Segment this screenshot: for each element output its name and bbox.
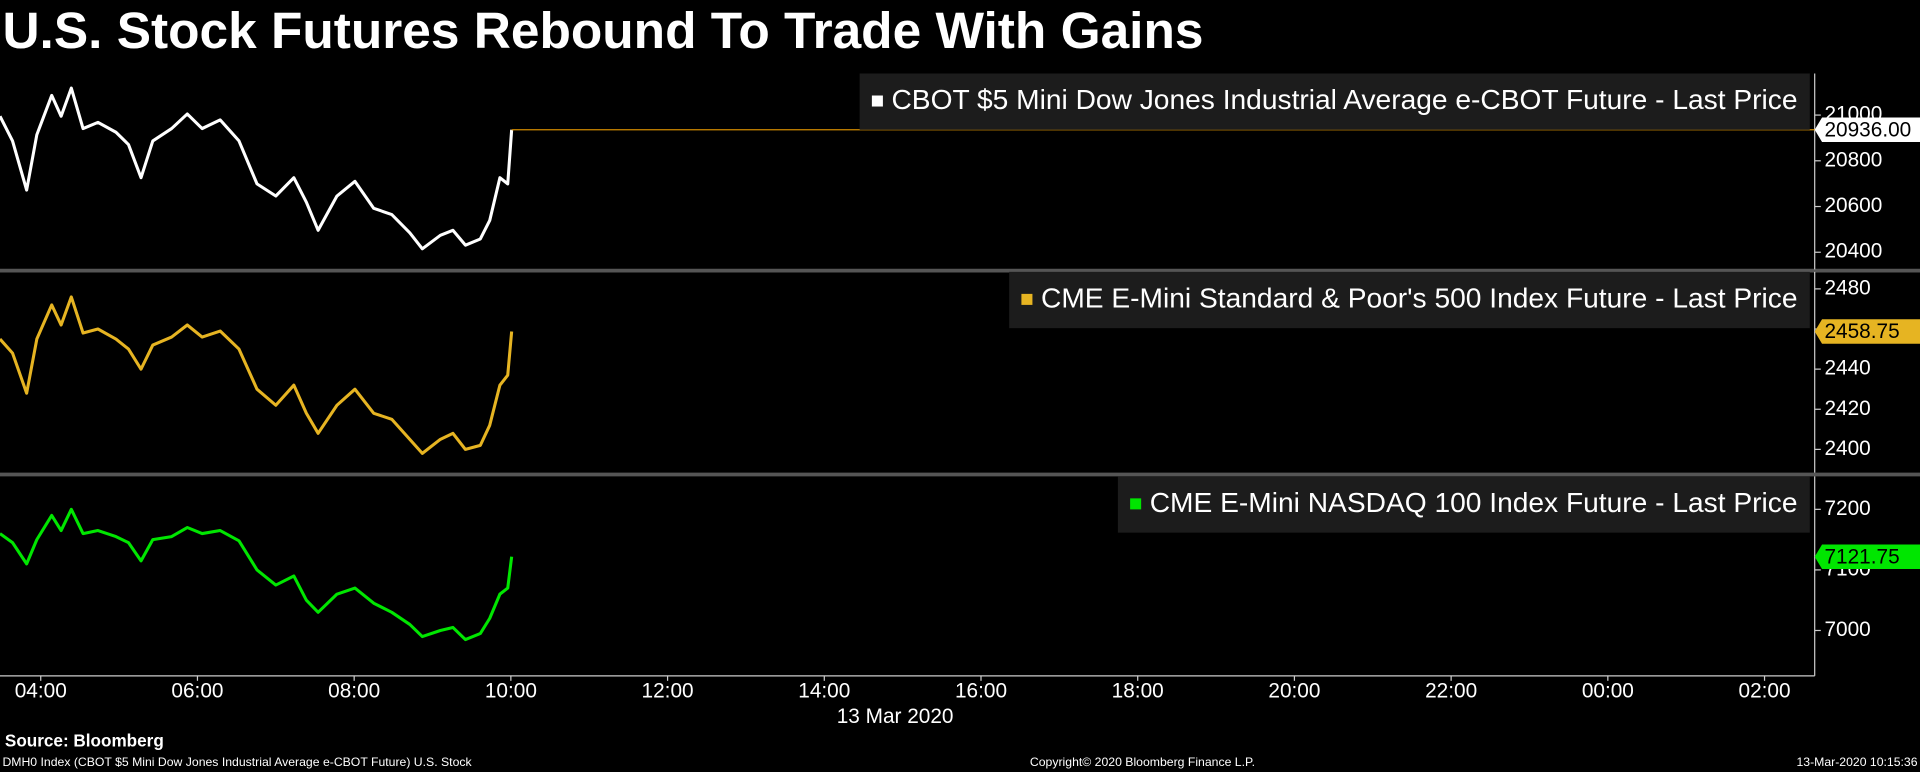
legend: CBOT $5 Mini Dow Jones Industrial Averag… — [859, 73, 1810, 130]
footer-left: DMH0 Index (CBOT $5 Mini Dow Jones Indus… — [2, 755, 472, 769]
legend-label: CME E-Mini Standard & Poor's 500 Index F… — [1041, 282, 1798, 313]
source: Source: Bloomberg — [5, 731, 164, 751]
last-price-label: 2458.75 — [1824, 320, 1899, 343]
x-tick-label: 20:00 — [1268, 679, 1320, 702]
x-tick-label: 08:00 — [328, 679, 380, 702]
legend-swatch — [871, 95, 883, 107]
last-price-tag — [1814, 544, 1920, 569]
x-tick-label: 22:00 — [1425, 679, 1477, 702]
legend-label: CBOT $5 Mini Dow Jones Industrial Averag… — [891, 84, 1797, 115]
last-price-label: 20936.00 — [1824, 118, 1911, 141]
y-tick-label: 2440 — [1824, 357, 1870, 380]
legend-swatch — [1130, 498, 1142, 510]
last-price-label: 7121.75 — [1824, 545, 1899, 568]
legend-box — [1117, 476, 1810, 533]
legend: CME E-Mini NASDAQ 100 Index Future - Las… — [1117, 476, 1810, 533]
x-tick-label: 00:00 — [1582, 679, 1634, 702]
x-axis-label: 13 Mar 2020 — [837, 705, 954, 728]
footer-right: 13-Mar-2020 10:15:36 — [1796, 755, 1917, 769]
y-tick-label: 2480 — [1824, 276, 1870, 299]
x-tick-label: 06:00 — [171, 679, 223, 702]
y-tick-label: 2400 — [1824, 437, 1870, 460]
last-price-tag — [1814, 117, 1920, 142]
y-tick-label: 7200 — [1824, 497, 1870, 520]
x-tick-label: 16:00 — [955, 679, 1007, 702]
legend-box — [859, 73, 1810, 130]
y-tick-label: 20600 — [1824, 194, 1882, 217]
chart-title: U.S. Stock Futures Rebound To Trade With… — [2, 1, 1203, 59]
x-tick-label: 12:00 — [642, 679, 694, 702]
x-tick-label: 18:00 — [1112, 679, 1164, 702]
line-series — [0, 295, 514, 455]
x-tick-label: 04:00 — [15, 679, 67, 702]
line-series — [0, 86, 514, 251]
legend: CME E-Mini Standard & Poor's 500 Index F… — [1009, 271, 1810, 329]
y-tick-label: 20400 — [1824, 240, 1882, 263]
x-tick-label: 02:00 — [1739, 679, 1791, 702]
legend-swatch — [1021, 293, 1033, 305]
x-tick-label: 14:00 — [798, 679, 850, 702]
x-tick-label: 10:00 — [485, 679, 537, 702]
y-tick-label: 2420 — [1824, 397, 1870, 420]
last-price-tag — [1814, 319, 1920, 344]
y-tick-label: 20800 — [1824, 148, 1882, 171]
legend-label: CME E-Mini NASDAQ 100 Index Future - Las… — [1150, 487, 1798, 518]
y-tick-label: 7000 — [1824, 618, 1870, 641]
footer-center: Copyright© 2020 Bloomberg Finance L.P. — [1030, 755, 1255, 769]
legend-box — [1009, 271, 1810, 329]
line-series — [0, 507, 514, 642]
